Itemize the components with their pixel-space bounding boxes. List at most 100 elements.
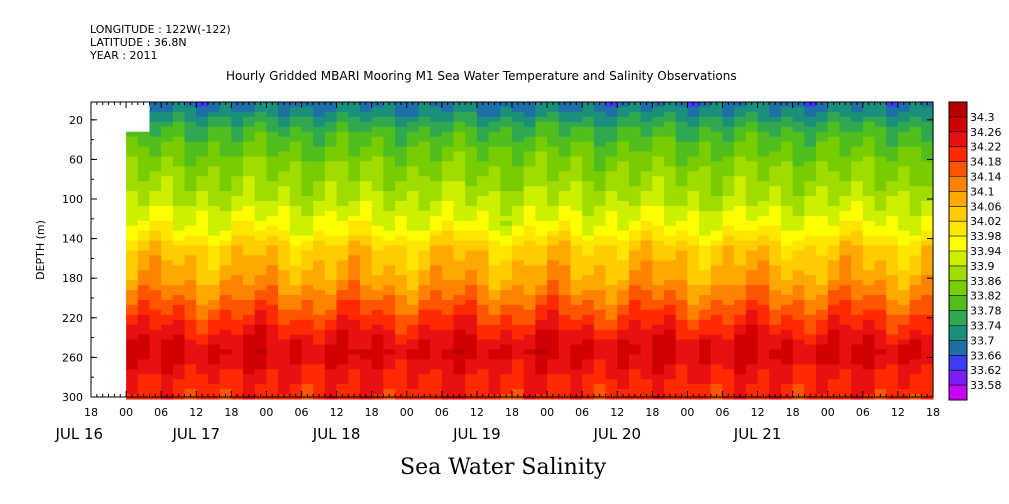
heatmap-cell [640, 176, 653, 182]
heatmap-cell [371, 181, 384, 187]
heatmap-cell [476, 280, 490, 286]
heatmap-cell [243, 116, 256, 123]
heatmap-cell [769, 136, 782, 143]
heatmap-cell [605, 364, 618, 370]
heatmap-cell [675, 314, 689, 321]
heatmap-cell [172, 156, 186, 162]
heatmap-cell [640, 230, 653, 237]
heatmap-cell [722, 200, 735, 207]
heatmap-cell [488, 116, 501, 123]
heatmap-cell [371, 389, 384, 395]
heatmap-cell [547, 146, 560, 153]
heatmap-cell [628, 265, 642, 271]
heatmap-cell [465, 210, 478, 217]
heatmap-cell [862, 285, 876, 291]
heatmap-cell [816, 235, 829, 242]
heatmap-cell [137, 245, 151, 252]
heatmap-cell [535, 116, 548, 123]
heatmap-cell [816, 196, 829, 202]
heatmap-cell [476, 220, 490, 227]
heatmap-cell [231, 111, 244, 118]
heatmap-cell [851, 285, 864, 291]
heatmap-cell [266, 359, 279, 365]
heatmap-cell [184, 126, 197, 133]
heatmap-cell [512, 230, 525, 237]
heatmap-cell [324, 260, 338, 266]
heatmap-cell [465, 191, 478, 197]
heatmap-cell [605, 255, 618, 261]
heatmap-cell [757, 136, 770, 143]
heatmap-cell [137, 176, 151, 182]
heatmap-cell [734, 131, 747, 138]
heatmap-cell [745, 359, 759, 365]
heatmap-cell [161, 319, 174, 326]
heatmap-cell [593, 270, 607, 276]
heatmap-cell [745, 121, 759, 128]
heatmap-cell [488, 334, 501, 341]
heatmap-cell [640, 389, 653, 395]
heatmap-cell [184, 349, 197, 356]
heatmap-cell [289, 200, 303, 207]
heatmap-cell [289, 181, 303, 187]
heatmap-cell [126, 181, 139, 187]
heatmap-cell [757, 280, 770, 286]
heatmap-cell [886, 196, 899, 202]
heatmap-cell [184, 250, 197, 257]
heatmap-cell [324, 285, 338, 291]
heatmap-cell [780, 290, 794, 296]
heatmap-cell [699, 106, 712, 113]
heatmap-cell [266, 106, 279, 113]
heatmap-cell [207, 215, 221, 222]
heatmap-cell [348, 314, 361, 321]
heatmap-cell [512, 146, 525, 153]
heatmap-cell [582, 270, 595, 276]
heatmap-cell [243, 265, 256, 271]
heatmap-cell [745, 210, 759, 217]
heatmap-cell [266, 324, 279, 331]
heatmap-cell [816, 220, 829, 227]
heatmap-cell [196, 324, 209, 331]
heatmap-cell [488, 220, 501, 227]
heatmap-cell [675, 339, 689, 346]
heatmap-cell [617, 285, 630, 291]
heatmap-cell [897, 275, 911, 281]
heatmap-cell [383, 364, 396, 370]
heatmap-cell [172, 166, 186, 172]
heatmap-cell [512, 181, 525, 187]
heatmap-cell [722, 186, 735, 192]
heatmap-cell [149, 364, 162, 370]
heatmap-cell [243, 304, 256, 311]
heatmap-cell [371, 295, 384, 301]
heatmap-cell [172, 369, 186, 375]
heatmap-cell [395, 151, 408, 158]
heatmap-cell [851, 379, 864, 385]
colorbar-label: 33.98 [970, 230, 1002, 243]
heatmap-cell [839, 176, 852, 182]
heatmap-cell [897, 245, 911, 252]
heatmap-cell [137, 389, 151, 395]
heatmap-cell [289, 329, 303, 336]
heatmap-cell [301, 176, 314, 182]
heatmap-cell [137, 344, 151, 351]
heatmap-cell [851, 220, 864, 227]
heatmap-cell [558, 349, 572, 356]
heatmap-cell [184, 176, 197, 182]
heatmap-cell [827, 285, 841, 291]
heatmap-cell [126, 354, 139, 360]
heatmap-cell [769, 354, 782, 360]
heatmap-cell [126, 374, 139, 380]
heatmap-cell [827, 166, 841, 172]
heatmap-cell [336, 245, 349, 252]
heatmap-cell [371, 319, 384, 326]
heatmap-cell [359, 369, 373, 375]
heatmap-cell [406, 116, 420, 123]
heatmap-cell [453, 245, 466, 252]
heatmap-cell [722, 205, 735, 212]
heatmap-cell [710, 186, 724, 192]
heatmap-cell [675, 116, 689, 123]
heatmap-cell [278, 200, 291, 207]
heatmap-cell [699, 181, 712, 187]
heatmap-cell [219, 304, 232, 311]
heatmap-cell [664, 364, 677, 370]
heatmap-cell [757, 176, 770, 182]
